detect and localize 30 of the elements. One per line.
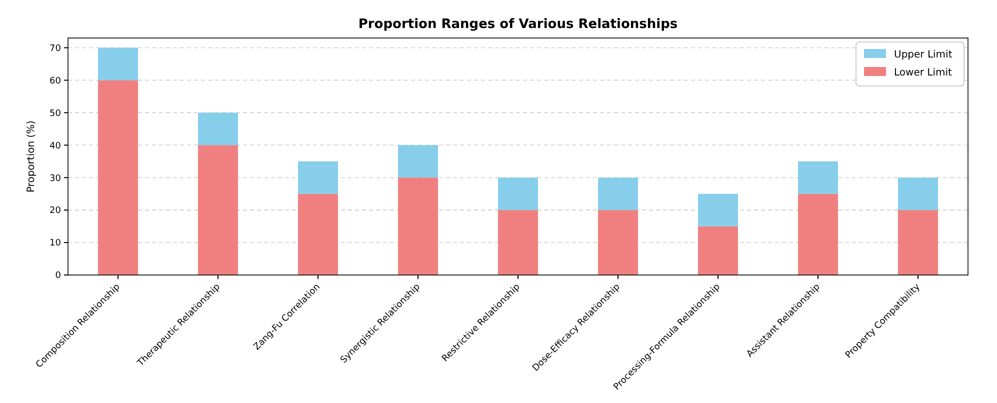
bar bbox=[698, 226, 738, 275]
y-tick-label: 0 bbox=[55, 271, 62, 282]
y-tick-label: 40 bbox=[50, 141, 62, 152]
bar bbox=[598, 210, 638, 275]
bar bbox=[198, 112, 238, 146]
bar bbox=[898, 210, 938, 275]
bar bbox=[398, 145, 438, 178]
y-tick-label: 20 bbox=[50, 206, 62, 216]
bar bbox=[498, 210, 538, 275]
bar bbox=[198, 145, 238, 275]
chart-title: Proportion Ranges of Various Relationships bbox=[358, 17, 678, 32]
bar bbox=[298, 194, 338, 275]
bar bbox=[598, 178, 638, 210]
bar bbox=[798, 194, 838, 275]
y-tick-label: 30 bbox=[50, 174, 62, 184]
bar bbox=[98, 48, 138, 80]
y-tick-label: 70 bbox=[50, 44, 62, 54]
bar bbox=[898, 178, 938, 210]
bar bbox=[298, 161, 338, 194]
y-tick-label: 50 bbox=[50, 108, 62, 119]
bar bbox=[498, 178, 538, 210]
bar bbox=[798, 161, 838, 194]
y-axis-title: Proportion (%) bbox=[26, 120, 37, 193]
bar bbox=[398, 178, 438, 275]
bar bbox=[698, 194, 738, 226]
legend-label: Upper Limit bbox=[894, 50, 952, 60]
legend-label: Lower Limit bbox=[894, 68, 952, 78]
bar bbox=[98, 80, 138, 275]
y-tick-label: 10 bbox=[50, 238, 62, 249]
y-tick-label: 60 bbox=[50, 76, 62, 86]
